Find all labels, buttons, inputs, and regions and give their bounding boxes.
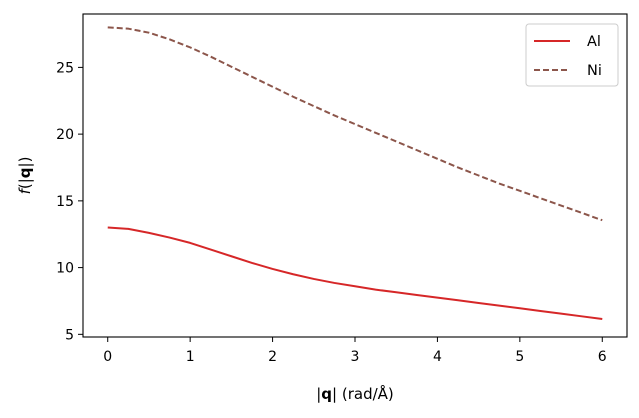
y-axis-label-part-3: q: [16, 167, 34, 178]
y-tick-label: 5: [65, 327, 74, 343]
series-layer: [107, 26, 603, 320]
x-tick-label: 1: [186, 349, 195, 365]
y-tick-label: 10: [56, 261, 74, 277]
x-axis: 0 1 2 3 4 5 6: [103, 337, 607, 365]
legend-box: [525, 23, 619, 87]
legend-label-al: Al: [587, 34, 601, 50]
x-axis-label-part-1: |: [316, 385, 321, 403]
legend: Al Ni: [525, 23, 619, 87]
x-axis-label-part-2: q: [321, 385, 332, 403]
legend-label-ni: Ni: [587, 63, 602, 79]
y-axis: 5 10 15 20 25: [56, 60, 83, 343]
y-tick-label: 20: [56, 127, 74, 143]
x-tick-label: 3: [351, 349, 360, 365]
y-axis-label-part-4: |): [16, 157, 34, 168]
x-axis-label: |q| (rad/Å): [316, 384, 394, 403]
y-tick-label: 25: [56, 60, 74, 76]
y-tick-label: 15: [56, 194, 74, 210]
y-axis-label-part-1: f: [16, 186, 34, 194]
x-tick-label: 5: [515, 349, 524, 365]
y-axis-label: f(|q|): [16, 157, 34, 195]
x-axis-label-part-3: | (rad/Å): [332, 384, 394, 403]
x-tick-label: 0: [103, 349, 112, 365]
series-line-al: [107, 226, 603, 320]
series-line-ni: [107, 26, 603, 222]
x-tick-label: 2: [268, 349, 277, 365]
x-tick-label: 4: [433, 349, 442, 365]
y-axis-label-part-2: (|: [16, 178, 34, 189]
x-tick-label: 6: [598, 349, 607, 365]
